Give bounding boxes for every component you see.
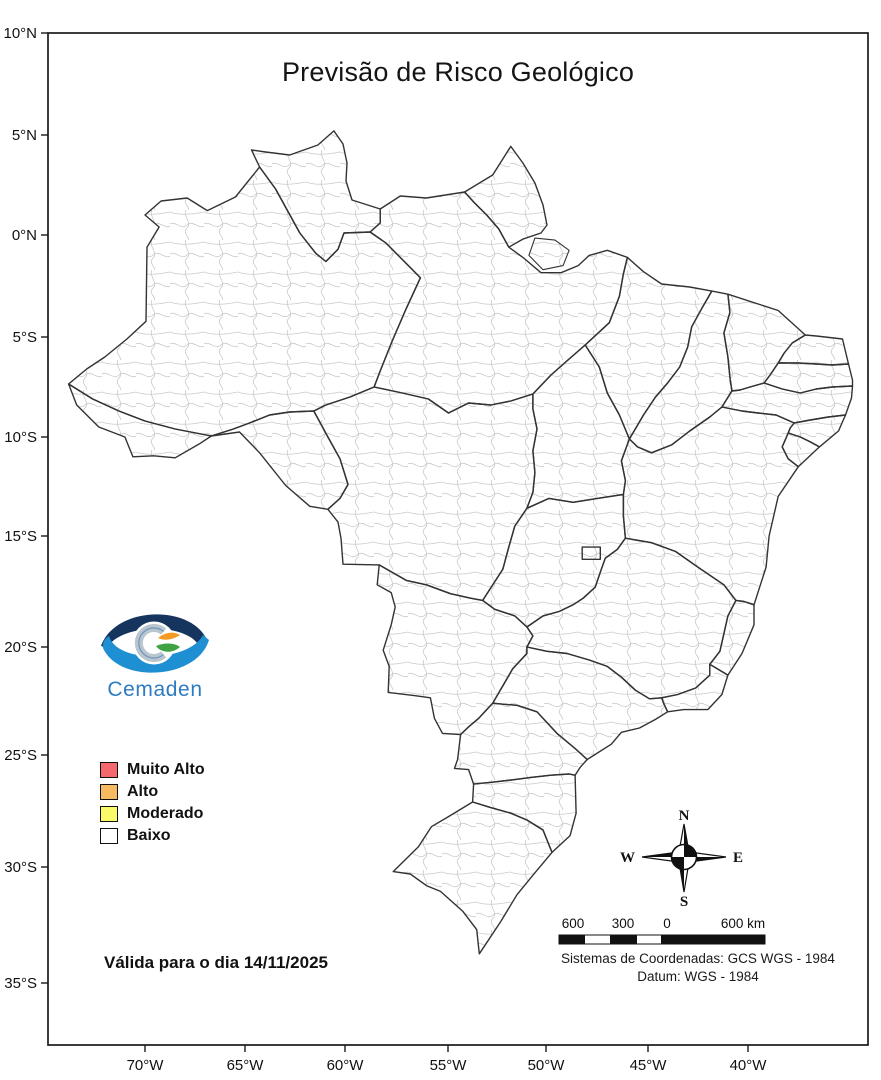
logo-green-swoosh [156,643,180,652]
lat-tick-label: 35°S [4,975,37,992]
validity-date-label: Válida para o dia 14/11/2025 [104,953,328,972]
state-ap [463,145,548,248]
legend-swatch-baixo [100,828,118,844]
legend-label: Baixo [127,827,171,844]
scale-bar: 600 300 0 600 km [558,916,766,945]
legend-label: Moderado [127,805,204,822]
legend-label: Alto [127,783,159,800]
legend-swatch-alto [100,784,118,800]
page-title: Previsão de Risco Geológico [281,57,635,87]
legend-swatch-moderado [100,806,118,822]
legend-label: Muito Alto [127,761,205,778]
scale-bar-segment [661,935,765,944]
legend-item: Moderado [100,806,205,822]
lon-tick-label: 55°W [430,1057,468,1074]
lon-tick-label: 45°W [630,1057,668,1074]
compass-rose: N S E W [620,808,743,910]
lon-tick-label: 65°W [227,1057,265,1074]
lat-tick-label: 10°N [3,25,37,42]
lon-tick-label: 60°W [327,1057,365,1074]
lon-tick-label: 70°W [127,1057,165,1074]
compass-letter: E [733,850,743,866]
compass-letter: S [680,894,688,910]
cemaden-logo-icon [101,614,209,673]
cemaden-logo [95,600,215,682]
coordinate-system-info: Sistemas de Coordenadas: GCS WGS - 1984 … [518,950,878,986]
map-frame [47,32,869,1046]
scale-bar-label: 600 [562,916,585,931]
lat-tick-label: 20°S [4,639,37,656]
lat-tick-label: 10°S [4,429,37,446]
lat-tick-label: 15°S [4,528,37,545]
coordinate-system-line: Sistemas de Coordenadas: GCS WGS - 1984 [561,951,835,966]
logo-upper-eyelid [101,614,208,651]
state-rs [392,801,553,955]
legend-item: Baixo [100,828,205,844]
compass-hub-quadrant [671,857,684,870]
lat-tick-label: 5°S [13,329,37,346]
risk-legend: Muito Alto Alto Moderado Baixo [100,762,205,850]
scale-bar-segment [610,935,637,944]
logo-lower-eyelid [102,635,209,673]
cemaden-logo-text: Cemaden [107,678,203,701]
lat-tick-label: 0°N [12,227,37,244]
compass-hub-quadrant [684,844,697,857]
scale-bar-label: 300 [612,916,635,931]
compass-letter: N [679,808,690,824]
state-go [482,493,627,628]
scale-bar-label: 0 [663,916,671,931]
logo-orange-swoosh [158,632,180,640]
lon-tick-label: 50°W [528,1057,566,1074]
datum-line: Datum: WGS - 1984 [637,969,759,984]
lat-tick-label: 5°N [12,127,37,144]
legend-swatch-muito-alto [100,762,118,778]
legend-item: Alto [100,784,205,800]
brazil-states-layer [67,130,854,955]
lat-tick-label: 25°S [4,747,37,764]
state-df [581,546,601,560]
scale-bar-label: 600 km [721,916,765,931]
legend-item: Muito Alto [100,762,205,778]
scale-bar-segment [559,935,585,944]
lon-tick-label: 40°W [730,1057,768,1074]
state-mj [528,237,570,271]
lat-tick-label: 30°S [4,859,37,876]
logo-c-outline [138,627,164,659]
compass-letter: W [620,850,635,866]
